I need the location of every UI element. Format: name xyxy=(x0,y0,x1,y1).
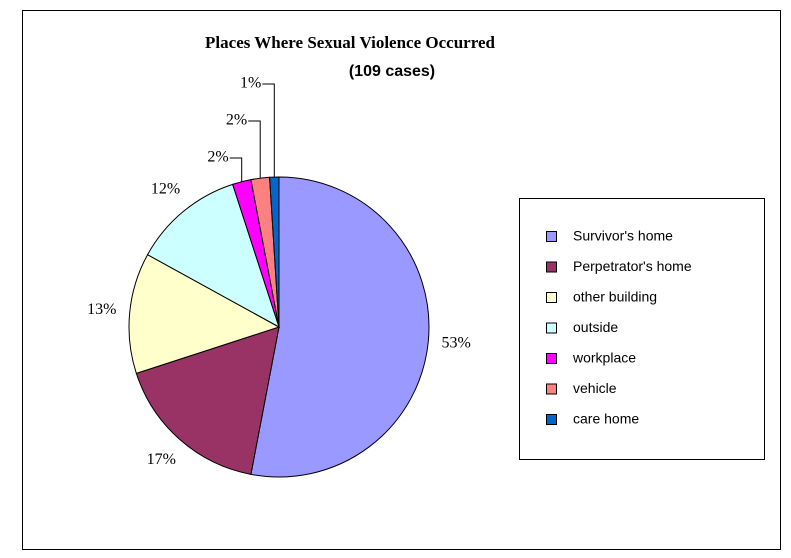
leader-line xyxy=(248,120,261,179)
leader-line xyxy=(229,157,243,182)
pie-slice xyxy=(135,326,280,475)
pie-slice xyxy=(146,183,280,329)
data-label: 12% xyxy=(151,181,180,198)
legend-swatch xyxy=(546,383,557,395)
legend-label: outside xyxy=(573,319,618,335)
legend-label: other building xyxy=(573,289,657,305)
legend-swatch xyxy=(546,414,557,425)
pie-slice xyxy=(250,176,430,478)
legend-swatch xyxy=(546,322,557,334)
legend-label: Survivor's home xyxy=(573,228,673,244)
data-label: 13% xyxy=(87,301,116,318)
legend-box xyxy=(519,198,765,460)
data-label: 1% xyxy=(240,75,261,92)
data-label: 2% xyxy=(207,149,228,166)
legend-label: care home xyxy=(573,411,639,427)
legend-swatch xyxy=(546,261,557,273)
legend-swatch xyxy=(546,231,557,242)
chart-subtitle: (109 cases) xyxy=(349,63,435,80)
legend-swatch xyxy=(546,353,557,364)
legend-label: Perpetrator's home xyxy=(573,258,692,274)
legend-label: workplace xyxy=(572,350,636,366)
leader-line xyxy=(262,83,275,178)
legend-label: vehicle xyxy=(573,380,617,396)
legend-swatch xyxy=(546,292,557,303)
pie-slice xyxy=(128,254,281,374)
data-label: 53% xyxy=(442,334,471,351)
data-label: 17% xyxy=(147,451,176,468)
data-label: 2% xyxy=(226,112,247,129)
chart-title: Places Where Sexual Violence Occurred xyxy=(205,33,495,52)
